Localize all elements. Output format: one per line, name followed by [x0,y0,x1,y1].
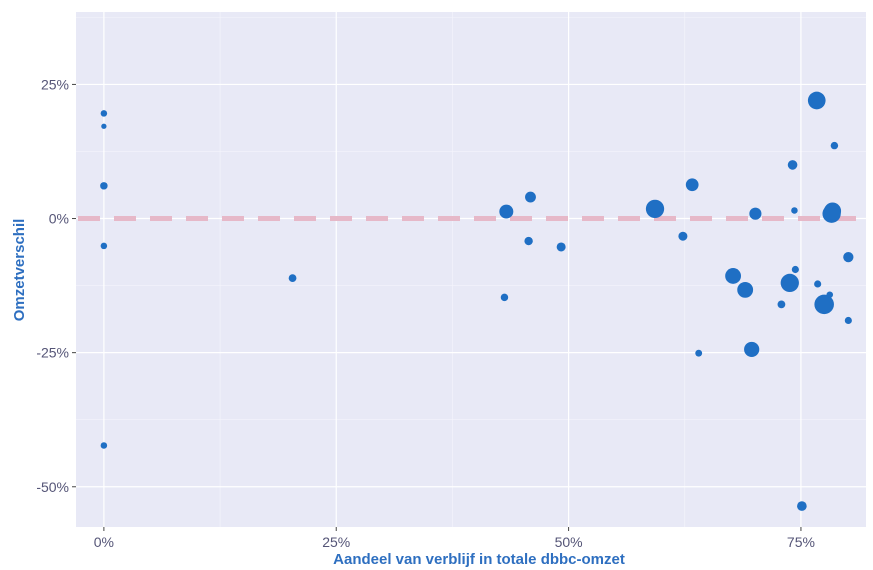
data-point [645,199,665,219]
x-tick-label: 25% [322,534,350,550]
data-point [744,341,760,358]
data-point [749,207,762,220]
data-point [288,274,297,282]
panel-background [76,12,866,527]
x-tick-label: 75% [787,534,815,550]
data-point [791,265,799,274]
plot-panel [76,12,866,527]
x-tick-label: 0% [94,534,114,550]
y-tick-label: -25% [36,345,69,361]
data-point [814,294,834,315]
data-point [525,191,536,203]
data-point [844,316,852,325]
data-point [737,281,754,298]
data-point [780,273,799,293]
y-tick-label: -50% [36,479,69,495]
data-point [101,123,107,129]
data-point [814,280,822,288]
data-point [100,182,108,190]
data-point [791,207,798,214]
x-tick-label: 50% [555,534,583,550]
y-tick-label: 25% [41,76,69,92]
data-point [830,141,839,150]
y-axis-title: Omzetverschil [11,219,28,322]
data-point [824,202,842,220]
data-point [787,160,798,170]
data-point [725,268,742,284]
data-point [100,442,108,449]
data-point [797,501,807,511]
data-point [826,291,834,298]
data-point [100,110,108,117]
data-point [678,231,688,241]
data-point [695,349,703,357]
data-point [777,300,786,309]
y-axis-ticks: 25% 0% -25% -50% [36,76,76,495]
data-point [556,242,566,252]
data-point [807,91,826,110]
data-point [524,236,533,246]
data-point [843,252,854,263]
data-point [499,204,514,219]
x-axis-title: Aandeel van verblijf in totale dbbc-omze… [333,551,625,568]
data-point [500,293,509,302]
x-axis-ticks: 0% 25% 50% 75% [94,527,815,550]
y-tick-label: 0% [49,211,69,227]
data-point [100,242,108,250]
data-points [100,91,854,511]
data-point [685,178,699,192]
